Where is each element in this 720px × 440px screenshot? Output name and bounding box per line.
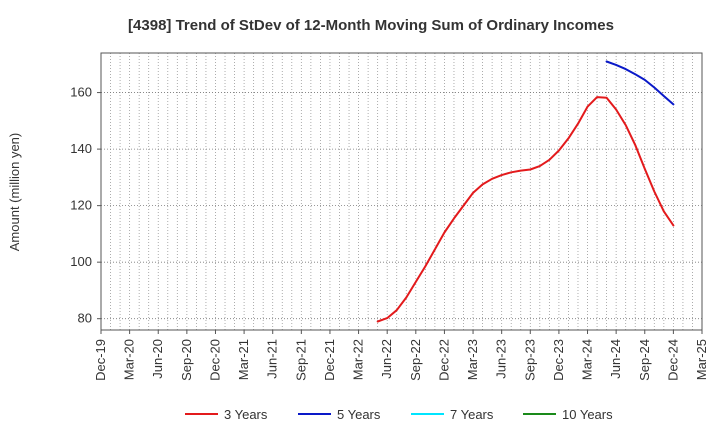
x-tick-label: Mar-22 <box>351 339 366 380</box>
series-line-3-years <box>376 96 675 323</box>
x-tick-label: Jun-21 <box>265 339 280 379</box>
x-tick-label: Sep-20 <box>179 339 194 381</box>
legend-label-5-years: 5 Years <box>337 407 381 422</box>
x-tick-label: Jun-22 <box>379 339 394 379</box>
chart-title: [4398] Trend of StDev of 12-Month Moving… <box>128 17 614 34</box>
y-tick-label: 160 <box>70 85 92 100</box>
x-tick-label: Sep-21 <box>293 339 308 381</box>
x-tick-label: Dec-21 <box>322 339 337 381</box>
series-lines <box>376 60 675 323</box>
x-tick-label: Dec-23 <box>551 339 566 381</box>
y-axis: 80 100 120 140 160 <box>70 85 101 326</box>
x-tick-label: Jun-23 <box>494 339 509 379</box>
x-tick-label: Mar-23 <box>465 339 480 380</box>
legend-label-7-years: 7 Years <box>450 407 494 422</box>
series-line-5-years <box>605 60 675 106</box>
x-tick-label: Sep-24 <box>637 339 652 381</box>
x-tick-label: Mar-25 <box>694 339 709 380</box>
plot-area-frame <box>100 52 703 331</box>
x-tick-label: Sep-23 <box>522 339 537 381</box>
y-tick-label: 80 <box>78 311 92 326</box>
x-tick-label: Mar-21 <box>236 339 251 380</box>
grid <box>101 53 702 330</box>
y-tick-label: 140 <box>70 141 92 156</box>
x-tick-label: Sep-22 <box>408 339 423 381</box>
x-tick-label: Dec-22 <box>436 339 451 381</box>
x-tick-label: Mar-24 <box>580 339 595 380</box>
x-tick-label: Dec-20 <box>207 339 222 381</box>
legend-label-3-years: 3 Years <box>224 407 268 422</box>
x-tick-label: Jun-24 <box>608 339 623 379</box>
x-tick-label: Jun-20 <box>150 339 165 379</box>
x-axis: Dec-19 Mar-20 Jun-20 Sep-20 Dec-20 Mar-21 Jun-… <box>93 330 709 381</box>
y-tick-label: 100 <box>70 254 92 269</box>
y-tick-label: 120 <box>70 198 92 213</box>
x-tick-label: Mar-20 <box>122 339 137 380</box>
x-tick-label: Dec-19 <box>93 339 108 381</box>
x-tick-label: Dec-24 <box>665 339 680 381</box>
legend-label-10-years: 10 Years <box>562 407 613 422</box>
y-axis-label: Amount (million yen) <box>7 133 22 252</box>
legend: 3 Years 5 Years 7 Years 10 Years <box>185 407 613 422</box>
